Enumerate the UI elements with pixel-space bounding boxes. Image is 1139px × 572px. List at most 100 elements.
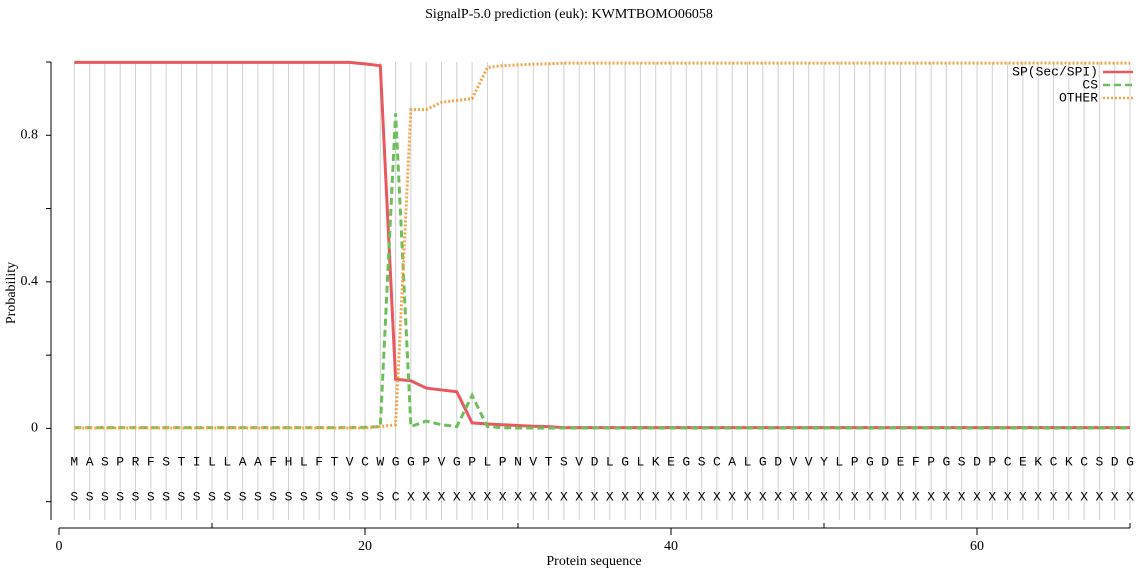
residue-label: X <box>988 489 996 504</box>
x-tick-label: 40 <box>664 539 678 554</box>
residue-label: X <box>973 489 981 504</box>
residue: V <box>789 454 797 469</box>
residue-label: X <box>499 489 507 504</box>
residue: L <box>744 454 752 469</box>
residue-label: X <box>438 489 446 504</box>
residue: F <box>147 454 155 469</box>
x-tick-label: 0 <box>56 539 63 554</box>
residue: T <box>545 454 553 469</box>
residue-label: X <box>652 489 660 504</box>
residue-label: S <box>346 489 354 504</box>
residue: G <box>453 454 461 469</box>
residue: C <box>713 454 721 469</box>
residue-label: X <box>912 489 920 504</box>
residue-label: S <box>208 489 216 504</box>
residue-label: X <box>529 489 537 504</box>
residue: D <box>1111 454 1119 469</box>
residue-label: X <box>927 489 935 504</box>
residue-label: X <box>591 489 599 504</box>
residue-label: X <box>835 489 843 504</box>
residue: P <box>116 454 124 469</box>
residue: K <box>1065 454 1073 469</box>
residue-label: X <box>636 489 644 504</box>
residue-label: X <box>1034 489 1042 504</box>
residue: S <box>958 454 966 469</box>
residue: S <box>698 454 706 469</box>
x-tick-label: 20 <box>358 539 372 554</box>
residue: A <box>254 454 262 469</box>
residue-label: S <box>132 489 140 504</box>
residue-label: S <box>361 489 369 504</box>
residue: Y <box>820 454 828 469</box>
residue: S <box>560 454 568 469</box>
residue: V <box>575 454 583 469</box>
residue: F <box>269 454 277 469</box>
y-axis-label: Probability <box>4 262 19 324</box>
residue-label: X <box>759 489 767 504</box>
residue: S <box>101 454 109 469</box>
residue-label: S <box>70 489 78 504</box>
residue: L <box>223 454 231 469</box>
residue-label: X <box>1019 489 1027 504</box>
residue: G <box>866 454 874 469</box>
residue: E <box>667 454 675 469</box>
residue-label: S <box>269 489 277 504</box>
residue-label: X <box>1004 489 1012 504</box>
chart-title: SignalP-5.0 prediction (euk): KWMTBOMO06… <box>425 7 713 22</box>
residue: P <box>927 454 935 469</box>
residue-label: S <box>116 489 124 504</box>
residue: P <box>468 454 476 469</box>
legend-label: SP(Sec/SPI) <box>1012 64 1098 79</box>
residue-label: X <box>728 489 736 504</box>
residue-label: X <box>1095 489 1103 504</box>
y-tick-label: 0.4 <box>21 274 39 289</box>
legend-label: CS <box>1082 77 1098 92</box>
residue-label: X <box>407 489 415 504</box>
residue-label: X <box>789 489 797 504</box>
residue: G <box>621 454 629 469</box>
residue-label: S <box>254 489 262 504</box>
residue-label: X <box>744 489 752 504</box>
residue-label: X <box>851 489 859 504</box>
residue: D <box>774 454 782 469</box>
y-tick-label: 0.8 <box>21 127 39 142</box>
residue: K <box>1034 454 1042 469</box>
residue: E <box>897 454 905 469</box>
residue: V <box>346 454 354 469</box>
residue-label: S <box>101 489 109 504</box>
residue-label: X <box>453 489 461 504</box>
residue-label: S <box>177 489 185 504</box>
residue: A <box>86 454 94 469</box>
residue: F <box>912 454 920 469</box>
residue: L <box>606 454 614 469</box>
residue-label: X <box>606 489 614 504</box>
residue: R <box>132 454 140 469</box>
residue: C <box>1004 454 1012 469</box>
residue: P <box>851 454 859 469</box>
residue-label: X <box>698 489 706 504</box>
residue: C <box>1050 454 1058 469</box>
residue: G <box>682 454 690 469</box>
residue-label: X <box>1126 489 1134 504</box>
residue-label: C <box>392 489 400 504</box>
residue: N <box>514 454 522 469</box>
residue-label: X <box>514 489 522 504</box>
residue-label: S <box>147 489 155 504</box>
residue: L <box>300 454 308 469</box>
residue-label: X <box>897 489 905 504</box>
residue: H <box>285 454 293 469</box>
residue-label: X <box>560 489 568 504</box>
residue-label: S <box>330 489 338 504</box>
residue: P <box>422 454 430 469</box>
residue: L <box>483 454 491 469</box>
residue: S <box>162 454 170 469</box>
residue: T <box>177 454 185 469</box>
residue: M <box>70 454 78 469</box>
residue-label: X <box>468 489 476 504</box>
residue: L <box>636 454 644 469</box>
residue: A <box>728 454 736 469</box>
residue: T <box>330 454 338 469</box>
residue-label: S <box>239 489 247 504</box>
residue-label: X <box>545 489 553 504</box>
residue-label: X <box>422 489 430 504</box>
